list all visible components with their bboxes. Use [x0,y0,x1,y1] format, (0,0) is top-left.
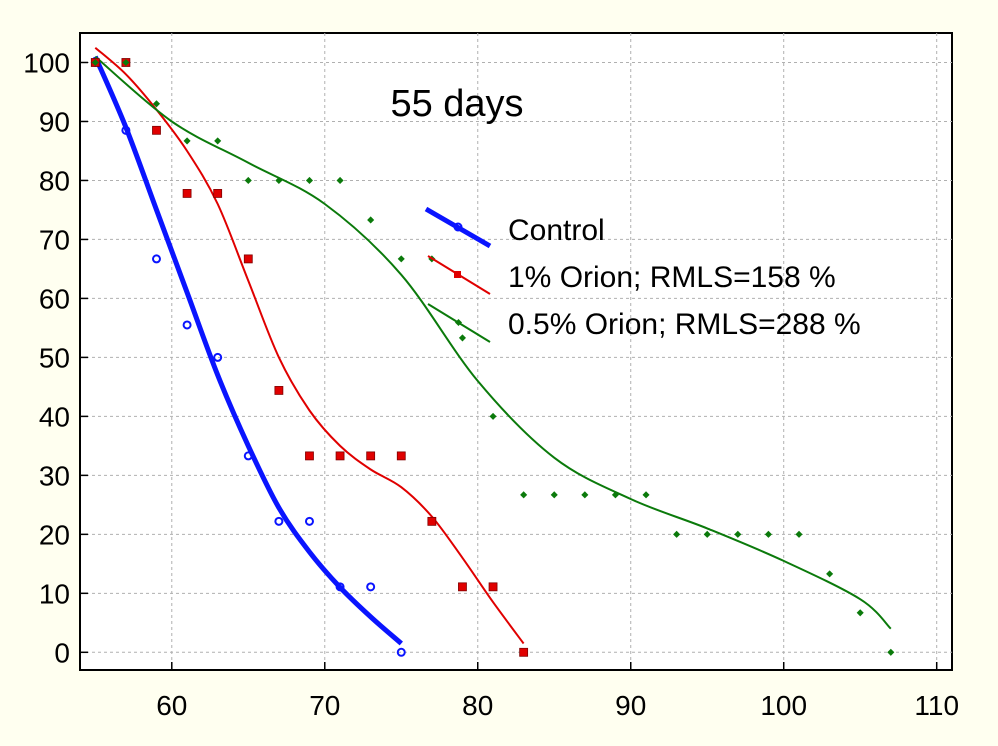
data-point [703,530,711,538]
data-point [304,516,314,526]
data-point [152,100,161,108]
x-tick-label: 100 [760,690,807,721]
data-point [581,491,589,499]
data-point [305,176,314,184]
data-point [335,451,345,461]
data-point [734,530,742,538]
legend-marker-control [453,222,463,232]
data-point [489,412,497,420]
y-tick-label: 20 [39,519,70,550]
x-axis: 60 70 80 90 100 110 [156,662,959,721]
data-point [367,216,375,224]
data-point [550,491,558,499]
data-point [182,320,192,330]
data-point [213,352,223,362]
x-tick-label: 110 [914,690,959,721]
data-points [90,57,895,657]
data-point [274,516,284,526]
grid [80,33,952,670]
data-point [183,137,191,145]
data-point [611,491,619,499]
y-tick-label: 70 [39,224,70,255]
y-tick-label: 90 [39,106,70,137]
data-point [244,176,252,184]
y-tick-label: 60 [39,283,70,314]
fit-line-2 [94,55,892,630]
data-point [520,491,528,499]
data-point [519,647,529,657]
data-point [826,570,834,578]
data-point [396,451,406,461]
data-point [336,176,344,184]
y-tick-label: 80 [39,165,70,196]
data-point [121,125,131,135]
chart-title: 55 days [390,83,523,125]
legend-label-05pct: 0.5% Orion; RMLS=288 % [508,308,861,341]
data-point [152,125,161,135]
data-point [243,451,253,461]
y-tick-label: 100 [23,47,70,78]
data-point [458,582,467,592]
data-point [366,451,376,461]
x-tick-label: 80 [462,690,493,721]
data-point [488,582,498,592]
data-point [151,254,161,264]
x-tick-label: 90 [615,690,646,721]
legend-swatch-control [424,206,492,249]
data-point [887,648,895,656]
data-point [182,189,192,198]
y-axis: 0 10 20 30 40 50 60 70 80 90 100 [23,47,88,668]
data-point [275,176,283,184]
data-point [396,647,406,657]
y-tick-label: 30 [39,460,70,491]
fit-lines [93,46,892,646]
legend: Control 1% Orion; RMLS=158 % 0.5% Orion;… [424,206,861,343]
data-point [427,516,437,526]
data-point [335,582,345,592]
x-tick-label: 70 [309,690,340,721]
data-point [458,334,466,342]
legend-marker-05pct [454,318,463,327]
data-point [366,582,376,592]
data-point [243,254,253,264]
fit-line-0 [93,55,403,646]
x-tick-label: 60 [156,690,187,721]
data-point [856,609,864,617]
y-tick-label: 50 [39,342,70,373]
fit-line-1 [94,46,525,645]
plot-area [79,32,953,671]
data-point [764,530,772,538]
data-point [213,189,223,198]
data-point [305,451,314,461]
data-point [673,530,681,538]
y-tick-label: 0 [54,637,70,668]
legend-marker-1pct [454,271,461,278]
data-point [274,386,284,395]
y-tick-label: 10 [39,578,70,609]
y-tick-label: 40 [39,401,70,432]
data-point [214,137,222,145]
data-point [795,530,803,538]
legend-label-1pct: 1% Orion; RMLS=158 % [508,261,836,294]
legend-label-control: Control [508,214,605,247]
data-point [397,255,405,263]
data-point [642,491,650,499]
